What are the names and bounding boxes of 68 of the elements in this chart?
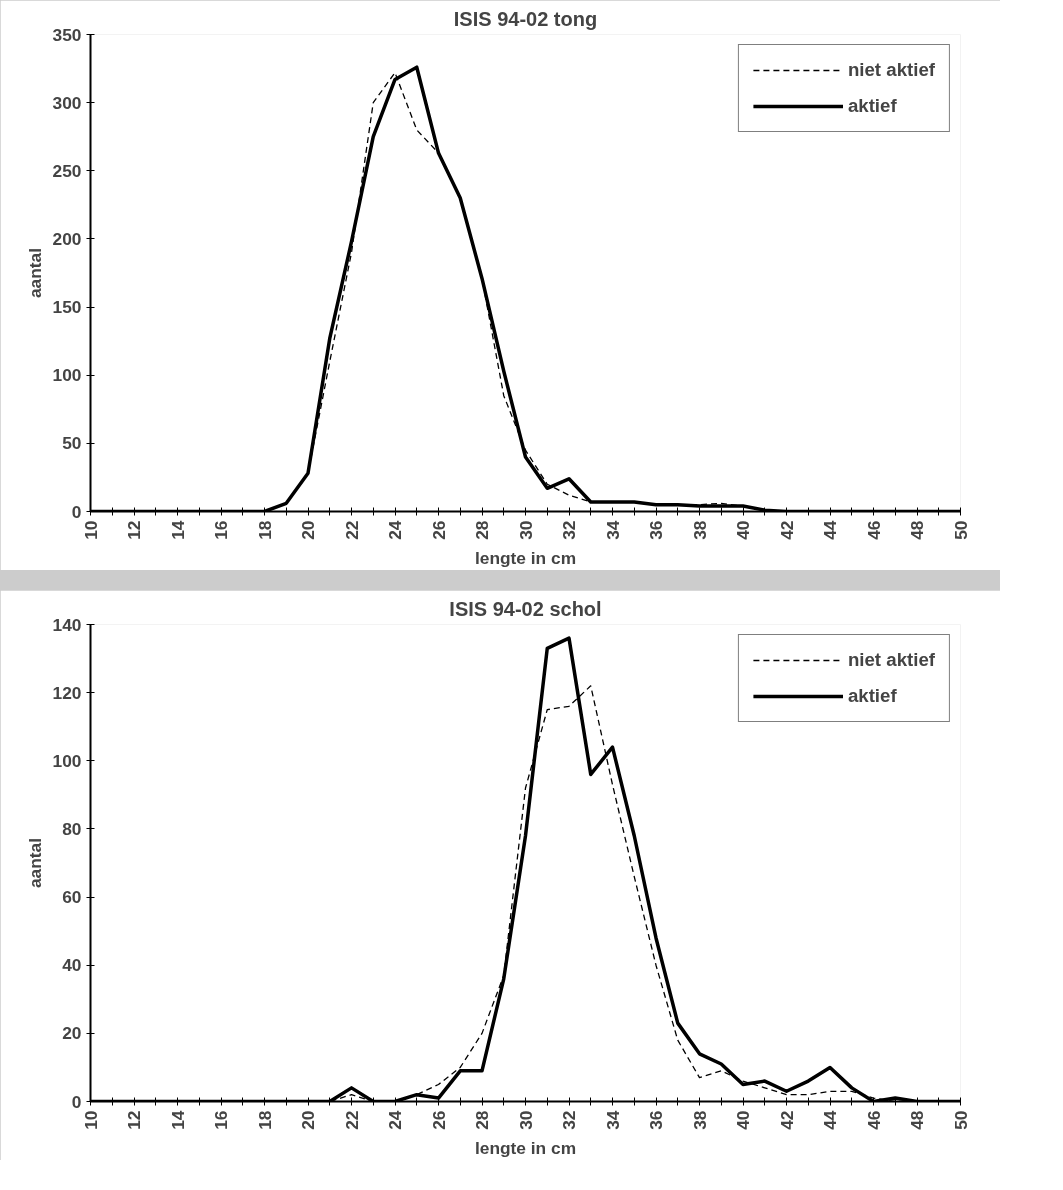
- x-axis-title: lengte in cm: [474, 547, 577, 568]
- x-tick-label: 20: [298, 1110, 318, 1130]
- x-tick-label: 12: [124, 520, 144, 540]
- x-axis-title: lengte in cm: [474, 1137, 577, 1158]
- y-tick-label: 20: [62, 1023, 82, 1044]
- x-tick-label: 32: [559, 520, 579, 540]
- x-tick-label: 26: [428, 520, 449, 540]
- x-tick-label: 26: [428, 1110, 449, 1130]
- legend-label: aktief: [847, 685, 897, 707]
- x-tick-label: 14: [167, 1110, 188, 1130]
- legend-label: niet aktief: [847, 649, 935, 671]
- x-tick-label: 34: [602, 520, 623, 540]
- y-tick-label: 100: [52, 365, 82, 386]
- y-tick-label: 250: [52, 160, 82, 181]
- x-tick-label: 36: [646, 520, 666, 540]
- y-tick-label: 0: [71, 1091, 82, 1112]
- x-tick-label: 40: [733, 1110, 753, 1130]
- y-tick-label: 140: [52, 614, 82, 635]
- x-tick-label: 30: [515, 1110, 536, 1130]
- chart-title: ISIS 94-02 schol: [449, 597, 602, 620]
- x-tick-label: 48: [907, 1110, 927, 1130]
- x-tick-label: 24: [385, 520, 405, 540]
- x-tick-label: 14: [167, 520, 188, 540]
- y-tick-label: 120: [52, 682, 82, 703]
- x-tick-label: 22: [341, 520, 362, 540]
- x-tick-label: 20: [298, 520, 318, 540]
- x-tick-label: 32: [559, 1110, 579, 1130]
- y-axis-title: aantal: [24, 837, 45, 889]
- y-tick-label: 350: [52, 24, 82, 45]
- x-tick-label: 22: [341, 1110, 362, 1130]
- chart-title: ISIS 94-02 tong: [453, 7, 598, 30]
- x-tick-label: 38: [689, 1110, 710, 1130]
- x-tick-label: 44: [820, 520, 840, 540]
- y-tick-label: 100: [52, 750, 82, 771]
- y-tick-label: 50: [62, 433, 82, 454]
- y-tick-label: 200: [52, 228, 82, 249]
- x-tick-label: 28: [472, 1110, 492, 1130]
- legend-label: niet aktief: [847, 59, 935, 81]
- x-tick-label: 16: [211, 1110, 231, 1130]
- x-tick-label: 42: [776, 1110, 797, 1130]
- legend-label: aktief: [847, 95, 897, 117]
- y-tick-label: 150: [52, 297, 82, 318]
- x-tick-label: 44: [820, 1110, 840, 1130]
- y-tick-label: 60: [62, 887, 82, 908]
- y-tick-label: 0: [71, 501, 82, 522]
- y-tick-label: 80: [62, 818, 82, 839]
- x-tick-label: 18: [254, 520, 275, 540]
- x-tick-label: 10: [80, 520, 101, 540]
- x-tick-label: 34: [602, 1110, 623, 1130]
- x-tick-label: 28: [472, 520, 492, 540]
- x-tick-label: 12: [124, 1110, 144, 1130]
- x-tick-label: 30: [515, 520, 536, 540]
- x-tick-label: 40: [733, 520, 753, 540]
- x-tick-label: 18: [254, 1110, 275, 1130]
- x-tick-label: 50: [950, 520, 971, 540]
- x-tick-label: 50: [950, 1110, 971, 1130]
- x-tick-label: 16: [211, 520, 231, 540]
- y-tick-label: 300: [52, 92, 82, 113]
- x-tick-label: 46: [863, 1110, 884, 1130]
- x-tick-label: 24: [385, 1110, 405, 1130]
- x-tick-label: 36: [646, 1110, 666, 1130]
- x-tick-label: 48: [907, 520, 927, 540]
- y-tick-label: 40: [62, 955, 82, 976]
- x-tick-label: 38: [689, 520, 710, 540]
- x-tick-label: 10: [80, 1110, 101, 1130]
- x-tick-label: 46: [863, 520, 884, 540]
- y-axis-title: aantal: [24, 247, 45, 299]
- x-tick-label: 42: [776, 520, 797, 540]
